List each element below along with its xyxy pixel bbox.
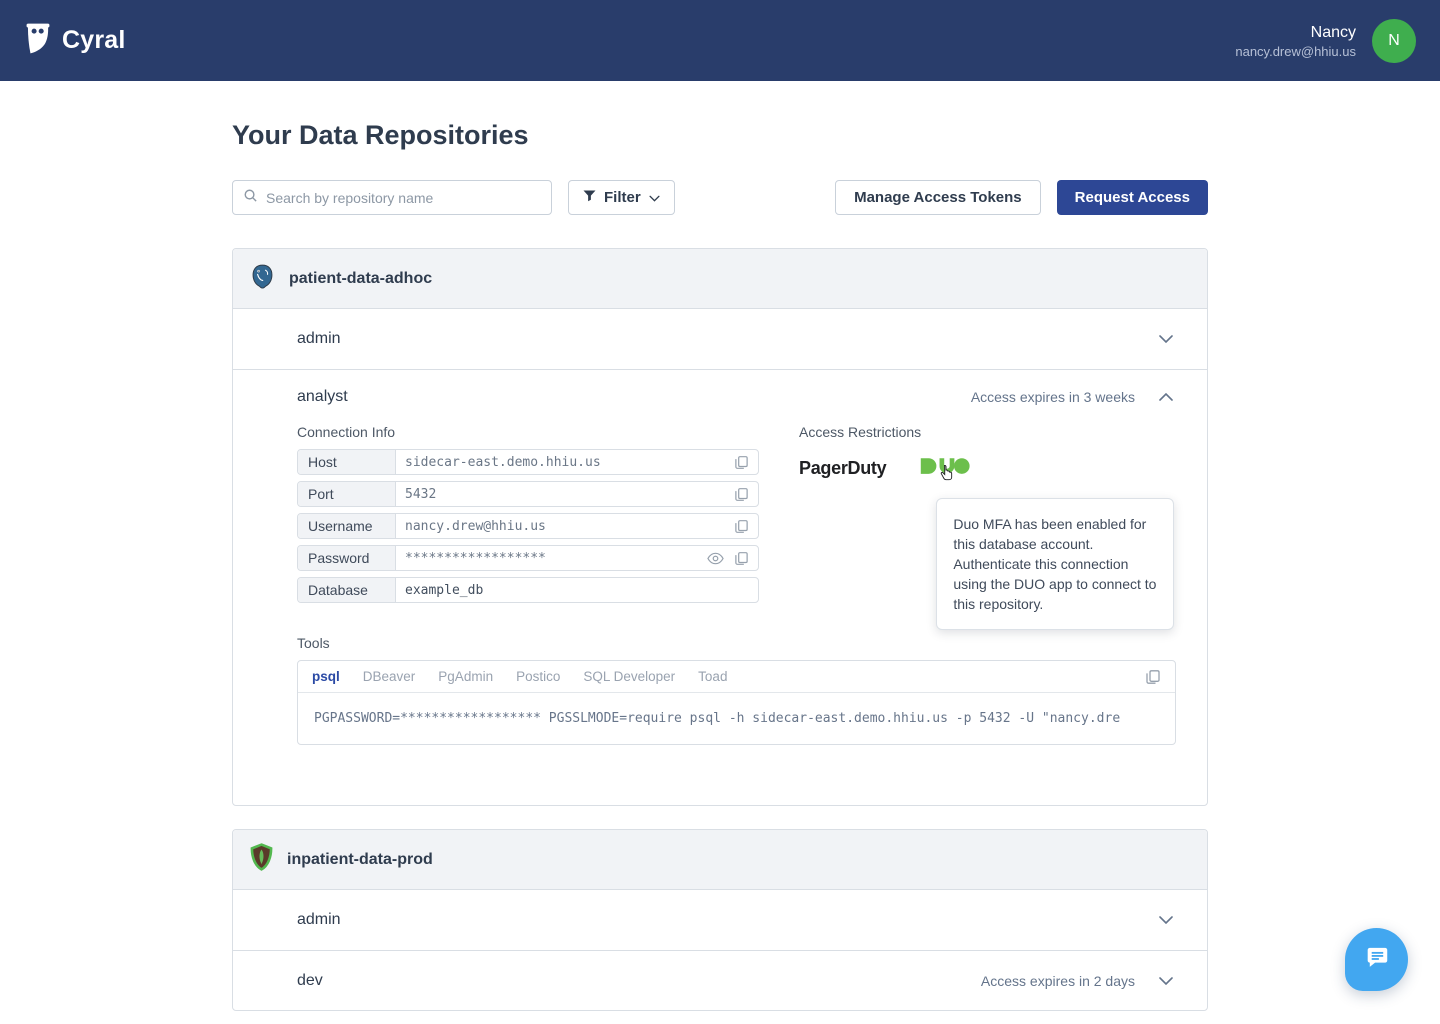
tab-sql-developer[interactable]: SQL Developer bbox=[583, 669, 676, 684]
conn-value: example_db bbox=[405, 582, 484, 598]
role-name: analyst bbox=[297, 388, 348, 405]
search-icon bbox=[243, 188, 258, 208]
role-name: admin bbox=[297, 911, 341, 928]
brand-name: Cyral bbox=[62, 26, 126, 54]
copy-command-icon[interactable] bbox=[1145, 669, 1161, 685]
tab-dbeaver[interactable]: DBeaver bbox=[362, 669, 416, 684]
search-box bbox=[232, 180, 552, 215]
role-row-admin[interactable]: admin bbox=[233, 309, 1207, 369]
tools-tab-bar: psql DBeaver PgAdmin Postico SQL Develop… bbox=[298, 661, 1175, 693]
toolbar: Filter Manage Access Tokens Request Acce… bbox=[232, 180, 1208, 215]
avatar-initial: N bbox=[1388, 31, 1400, 49]
access-expires-text: Access expires in 3 weeks bbox=[970, 389, 1135, 405]
repo-name: patient-data-adhoc bbox=[289, 269, 433, 287]
duo-logo[interactable]: Duo MFA has been enabled for this databa… bbox=[920, 456, 1175, 631]
tab-pgadmin[interactable]: PgAdmin bbox=[438, 669, 494, 684]
chevron-down-icon bbox=[1159, 911, 1173, 929]
conn-value: ****************** bbox=[405, 550, 546, 566]
user-email: nancy.drew@hhiu.us bbox=[1235, 44, 1356, 60]
conn-label: Port bbox=[298, 482, 396, 506]
postgresql-icon bbox=[249, 263, 276, 295]
repo-card-inpatient-data-prod: inpatient-data-prod admin dev Access exp… bbox=[232, 829, 1208, 1011]
connection-info-block: Connection Info Host sidecar-east.demo.h… bbox=[297, 424, 759, 609]
filter-button[interactable]: Filter bbox=[568, 180, 675, 215]
connection-command-text: PGPASSWORD=****************** PGSSLMODE=… bbox=[314, 711, 1121, 726]
copy-icon[interactable] bbox=[734, 487, 749, 502]
repo-header-inpatient-data-prod[interactable]: inpatient-data-prod bbox=[233, 830, 1207, 890]
reveal-password-eye-icon[interactable] bbox=[707, 552, 724, 565]
conn-label: Password bbox=[298, 546, 396, 570]
cyral-owl-icon bbox=[24, 22, 52, 59]
filter-label: Filter bbox=[604, 189, 641, 206]
role-row-analyst[interactable]: analyst Access expires in 3 weeks bbox=[233, 370, 1207, 424]
chat-launcher-button[interactable] bbox=[1345, 928, 1408, 991]
manage-access-tokens-button[interactable]: Manage Access Tokens bbox=[835, 180, 1041, 215]
copy-icon[interactable] bbox=[734, 551, 749, 566]
role-section-analyst: analyst Access expires in 3 weeks Connec… bbox=[233, 369, 1207, 805]
filter-funnel-icon bbox=[583, 189, 596, 206]
copy-icon[interactable] bbox=[734, 455, 749, 470]
conn-value: nancy.drew@hhiu.us bbox=[405, 518, 546, 534]
conn-row-password: Password ****************** bbox=[297, 545, 759, 571]
role-name: dev bbox=[297, 971, 323, 989]
chevron-down-icon bbox=[1159, 330, 1173, 348]
cyral-logo[interactable]: Cyral bbox=[24, 22, 126, 59]
chat-bubble-icon bbox=[1364, 946, 1389, 974]
conn-row-database: Database example_db bbox=[297, 577, 759, 603]
tab-toad[interactable]: Toad bbox=[698, 669, 728, 684]
search-input[interactable] bbox=[266, 189, 541, 206]
chevron-down-icon bbox=[649, 189, 660, 206]
role-name: admin bbox=[297, 330, 341, 347]
conn-label: Database bbox=[298, 578, 396, 602]
connection-info-title: Connection Info bbox=[297, 424, 396, 440]
page-title: Your Data Repositories bbox=[232, 120, 529, 150]
duo-mfa-tooltip: Duo MFA has been enabled for this databa… bbox=[936, 498, 1175, 631]
pagerduty-logo[interactable]: PagerDuty bbox=[799, 458, 887, 478]
conn-row-port: Port 5432 bbox=[297, 481, 759, 507]
conn-value: sidecar-east.demo.hhiu.us bbox=[405, 454, 601, 470]
user-name: Nancy bbox=[1310, 23, 1356, 41]
role-row-admin[interactable]: admin bbox=[233, 890, 1207, 950]
copy-icon[interactable] bbox=[734, 519, 749, 534]
tools-block: Tools psql DBeaver PgAdmin Postico SQL D… bbox=[297, 635, 1176, 745]
repo-card-patient-data-adhoc: patient-data-adhoc admin analyst Access … bbox=[232, 248, 1208, 806]
chevron-down-icon bbox=[1159, 972, 1173, 990]
repo-header-patient-data-adhoc[interactable]: patient-data-adhoc bbox=[233, 249, 1207, 309]
access-expires-text: Access expires in 2 days bbox=[980, 972, 1135, 989]
conn-row-username: Username nancy.drew@hhiu.us bbox=[297, 513, 759, 539]
conn-value: 5432 bbox=[405, 486, 437, 502]
conn-label: Host bbox=[298, 450, 396, 474]
request-access-button[interactable]: Request Access bbox=[1056, 180, 1208, 215]
repo-name: inpatient-data-prod bbox=[287, 850, 433, 868]
conn-row-host: Host sidecar-east.demo.hhiu.us bbox=[297, 449, 759, 475]
access-restrictions-title: Access Restrictions bbox=[799, 424, 922, 440]
role-row-dev[interactable]: dev Access expires in 2 days bbox=[233, 950, 1207, 1010]
chevron-up-icon bbox=[1159, 388, 1173, 406]
tab-psql[interactable]: psql bbox=[312, 669, 340, 684]
avatar[interactable]: N bbox=[1372, 18, 1416, 63]
access-restrictions-block: Access Restrictions PagerDuty bbox=[799, 424, 1175, 631]
cursor-pointer-icon bbox=[938, 464, 955, 489]
tools-title: Tools bbox=[297, 635, 330, 651]
conn-label: Username bbox=[298, 514, 396, 538]
tab-postico[interactable]: Postico bbox=[516, 669, 561, 684]
top-navbar: Cyral Nancy nancy.drew@hhiu.us N bbox=[0, 0, 1440, 81]
mongodb-icon bbox=[249, 843, 274, 876]
